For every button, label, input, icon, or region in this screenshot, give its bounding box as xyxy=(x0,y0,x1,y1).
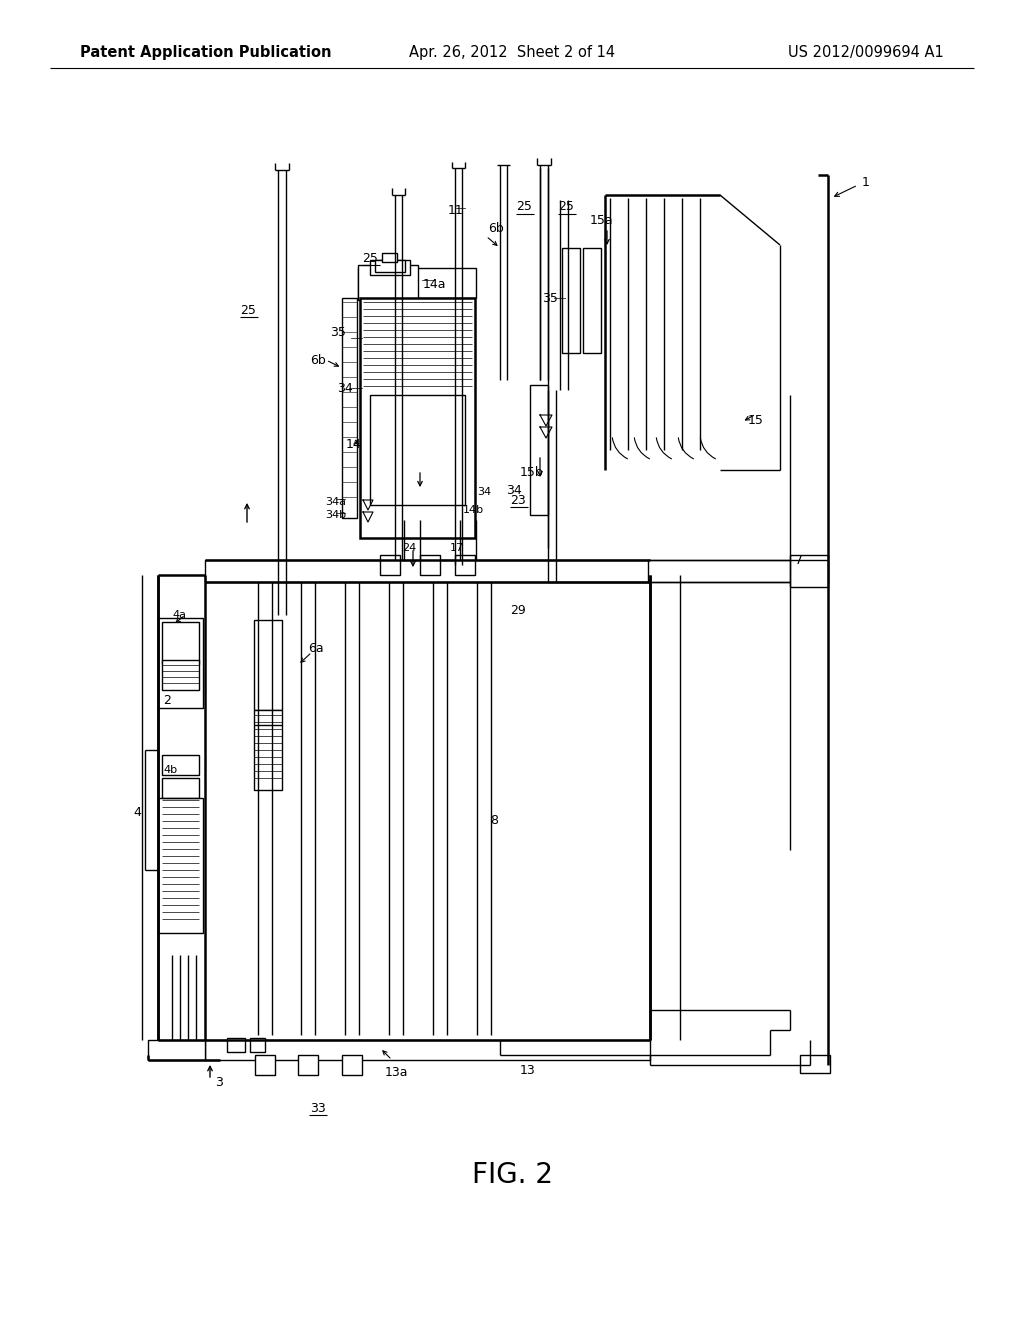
Text: 4b: 4b xyxy=(163,766,177,775)
Bar xyxy=(148,1040,205,1060)
Text: 13: 13 xyxy=(520,1064,536,1077)
Text: 2: 2 xyxy=(163,693,171,706)
Bar xyxy=(158,799,203,933)
Text: 8: 8 xyxy=(490,813,498,826)
Text: 7: 7 xyxy=(795,553,803,566)
Text: 6b: 6b xyxy=(488,222,504,235)
Text: Apr. 26, 2012  Sheet 2 of 14: Apr. 26, 2012 Sheet 2 of 14 xyxy=(409,45,615,59)
Bar xyxy=(375,260,406,272)
Bar xyxy=(800,1055,830,1073)
Bar xyxy=(382,253,397,261)
Text: 35: 35 xyxy=(330,326,346,339)
Bar xyxy=(790,554,828,587)
Bar xyxy=(158,618,203,708)
Bar xyxy=(162,777,199,799)
Text: 29: 29 xyxy=(510,603,525,616)
Text: 25: 25 xyxy=(558,201,573,214)
Text: 14: 14 xyxy=(346,438,361,451)
Bar xyxy=(583,248,601,352)
Bar xyxy=(360,298,475,539)
Text: 24: 24 xyxy=(402,543,416,553)
Text: 34b: 34b xyxy=(325,510,346,520)
Text: 15b: 15b xyxy=(520,466,544,479)
Bar xyxy=(342,298,357,517)
Bar xyxy=(420,554,440,576)
Bar xyxy=(298,1055,318,1074)
Bar xyxy=(342,1055,362,1074)
Text: 34: 34 xyxy=(506,483,522,496)
Bar xyxy=(162,755,199,775)
Text: 15a: 15a xyxy=(590,214,613,227)
Text: 1: 1 xyxy=(862,177,869,190)
Text: 15: 15 xyxy=(748,413,764,426)
Bar xyxy=(250,1038,265,1052)
Text: 11: 11 xyxy=(449,203,464,216)
Bar xyxy=(254,620,282,710)
Bar xyxy=(370,260,410,275)
Text: 23: 23 xyxy=(510,494,525,507)
Text: US 2012/0099694 A1: US 2012/0099694 A1 xyxy=(788,45,944,59)
Bar xyxy=(227,1038,245,1052)
Text: 34: 34 xyxy=(337,381,352,395)
Bar xyxy=(205,560,650,582)
Text: 13a: 13a xyxy=(385,1065,409,1078)
Text: 3: 3 xyxy=(215,1076,223,1089)
Bar xyxy=(455,554,475,576)
Text: Patent Application Publication: Patent Application Publication xyxy=(80,45,332,59)
Bar xyxy=(648,560,828,582)
Text: 25: 25 xyxy=(516,201,531,214)
Bar xyxy=(254,710,282,789)
Text: 25: 25 xyxy=(240,304,256,317)
Bar xyxy=(162,660,199,690)
Text: 33: 33 xyxy=(310,1101,326,1114)
Text: FIG. 2: FIG. 2 xyxy=(471,1162,553,1189)
Text: 4: 4 xyxy=(133,805,141,818)
Text: 34a: 34a xyxy=(325,498,346,507)
Text: 6a: 6a xyxy=(308,642,324,655)
Bar xyxy=(358,265,418,300)
Bar xyxy=(380,554,400,576)
Bar xyxy=(358,268,476,298)
Text: 6b: 6b xyxy=(310,354,326,367)
Bar xyxy=(562,248,580,352)
Bar xyxy=(205,1040,650,1060)
Bar xyxy=(530,385,548,515)
Text: 25: 25 xyxy=(362,252,378,264)
Bar xyxy=(162,622,199,664)
Text: 14a: 14a xyxy=(423,279,446,292)
Text: 17: 17 xyxy=(450,543,464,553)
Bar xyxy=(370,395,465,506)
Bar xyxy=(255,1055,275,1074)
Text: 14b: 14b xyxy=(463,506,484,515)
Text: 34: 34 xyxy=(477,487,492,498)
Text: 35: 35 xyxy=(542,292,558,305)
Text: 4a: 4a xyxy=(172,610,186,620)
